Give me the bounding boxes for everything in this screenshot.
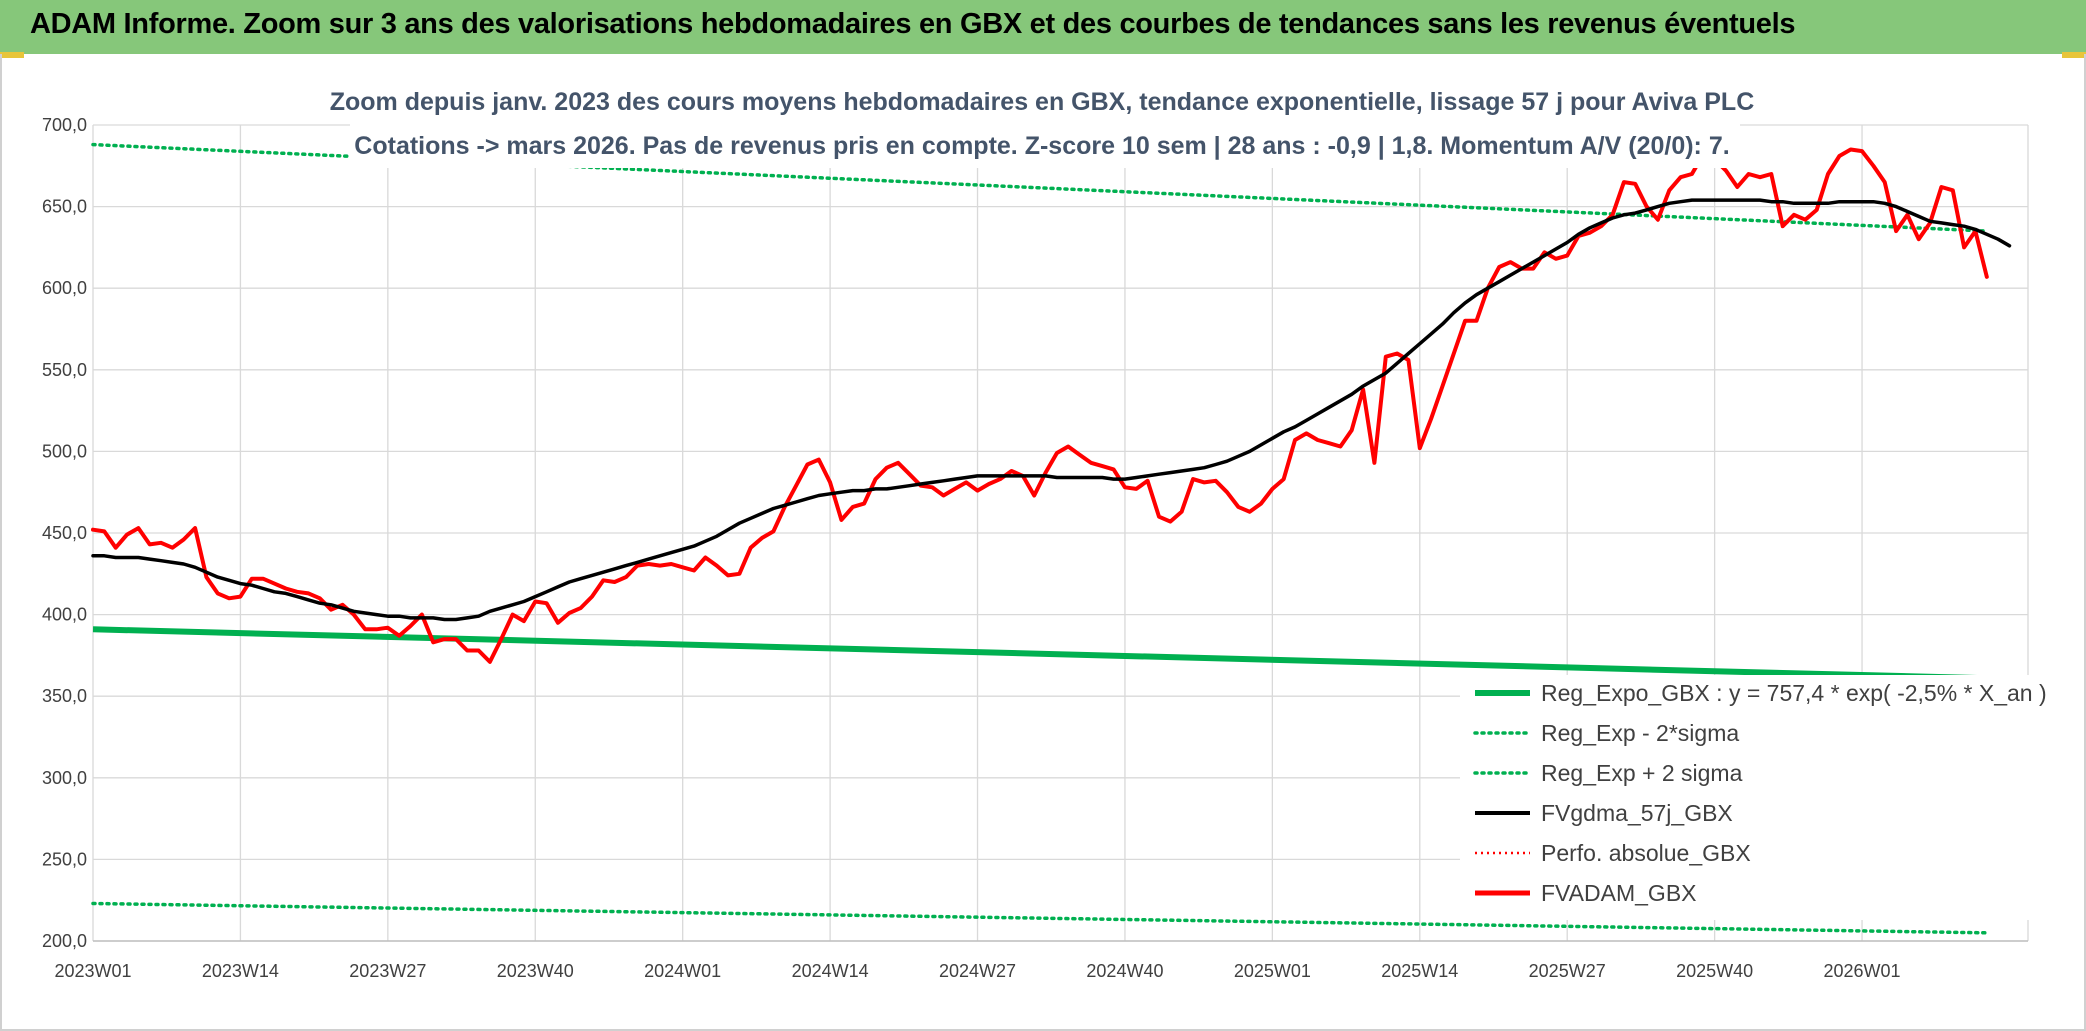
y-tick-label: 400,0 — [42, 605, 87, 625]
y-tick-label: 200,0 — [42, 931, 87, 951]
x-tick-label: 2025W40 — [1676, 961, 1753, 981]
x-tick-label: 2025W27 — [1529, 961, 1606, 981]
report-header: ADAM Informe. Zoom sur 3 ans des valoris… — [0, 0, 2086, 54]
y-tick-label: 700,0 — [42, 115, 87, 135]
x-tick-label: 2024W27 — [939, 961, 1016, 981]
y-tick-label: 500,0 — [42, 441, 87, 461]
x-tick-label: 2023W14 — [202, 961, 279, 981]
y-tick-label: 300,0 — [42, 768, 87, 788]
x-tick-label: 2025W14 — [1381, 961, 1458, 981]
x-tick-label: 2023W01 — [54, 961, 131, 981]
y-tick-label: 450,0 — [42, 523, 87, 543]
y-tick-label: 550,0 — [42, 360, 87, 380]
legend-label-reg-expo: Reg_Expo_GBX : y = 757,4 * exp( -2,5% * … — [1541, 680, 2047, 706]
header-accent-right — [2062, 52, 2086, 58]
x-tick-label: 2024W14 — [792, 961, 869, 981]
chart-subtitle-line-1: Zoom depuis janv. 2023 des cours moyens … — [330, 88, 1755, 116]
fvgdma-line — [91, 198, 2012, 622]
y-tick-label: 250,0 — [42, 849, 87, 869]
grid-layer — [92, 124, 2029, 942]
x-axis: 2023W01 2023W14 2023W27 2023W40 2024W01 2024W… — [54, 961, 1900, 981]
x-tick-label: 2023W27 — [349, 961, 426, 981]
y-tick-label: 650,0 — [42, 197, 87, 217]
legend-label-reg-exp-minus: Reg_Exp - 2*sigma — [1541, 720, 1739, 746]
x-tick-label: 2024W01 — [644, 961, 721, 981]
chart-legend: Reg_Expo_GBX : y = 757,4 * exp( -2,5% * … — [1460, 675, 2047, 920]
legend-label-fvadam: FVADAM_GBX — [1541, 880, 1697, 906]
series-layer — [91, 142, 2012, 935]
y-tick-label: 600,0 — [42, 278, 87, 298]
x-tick-label: 2024W40 — [1086, 961, 1163, 981]
report-title: ADAM Informe. Zoom sur 3 ans des valoris… — [30, 8, 1796, 40]
y-axis: 200,0 250,0 300,0 350,0 400,0 450,0 500,0 550,0… — [42, 115, 87, 951]
chart-subtitle-line-2: Cotations -> mars 2026. Pas de revenus p… — [354, 132, 1729, 160]
chart-container — [0, 54, 2086, 1031]
legend-label-perfo: Perfo. absolue_GBX — [1541, 840, 1751, 866]
subtitle-background — [350, 62, 1740, 168]
legend-label-fvgdma: FVgdma_57j_GBX — [1541, 800, 1733, 826]
fvadam-line — [91, 147, 1989, 664]
header-accent-left — [0, 52, 24, 58]
legend-label-reg-exp-plus: Reg_Exp + 2 sigma — [1541, 760, 1743, 786]
x-tick-label: 2025W01 — [1234, 961, 1311, 981]
reg-expo-line — [92, 626, 1987, 682]
reg-exp-minus-2sigma-line — [91, 901, 1989, 935]
y-tick-label: 350,0 — [42, 686, 87, 706]
x-tick-label: 2023W40 — [497, 961, 574, 981]
legend-background — [1460, 675, 2030, 920]
x-tick-label: 2026W01 — [1824, 961, 1901, 981]
